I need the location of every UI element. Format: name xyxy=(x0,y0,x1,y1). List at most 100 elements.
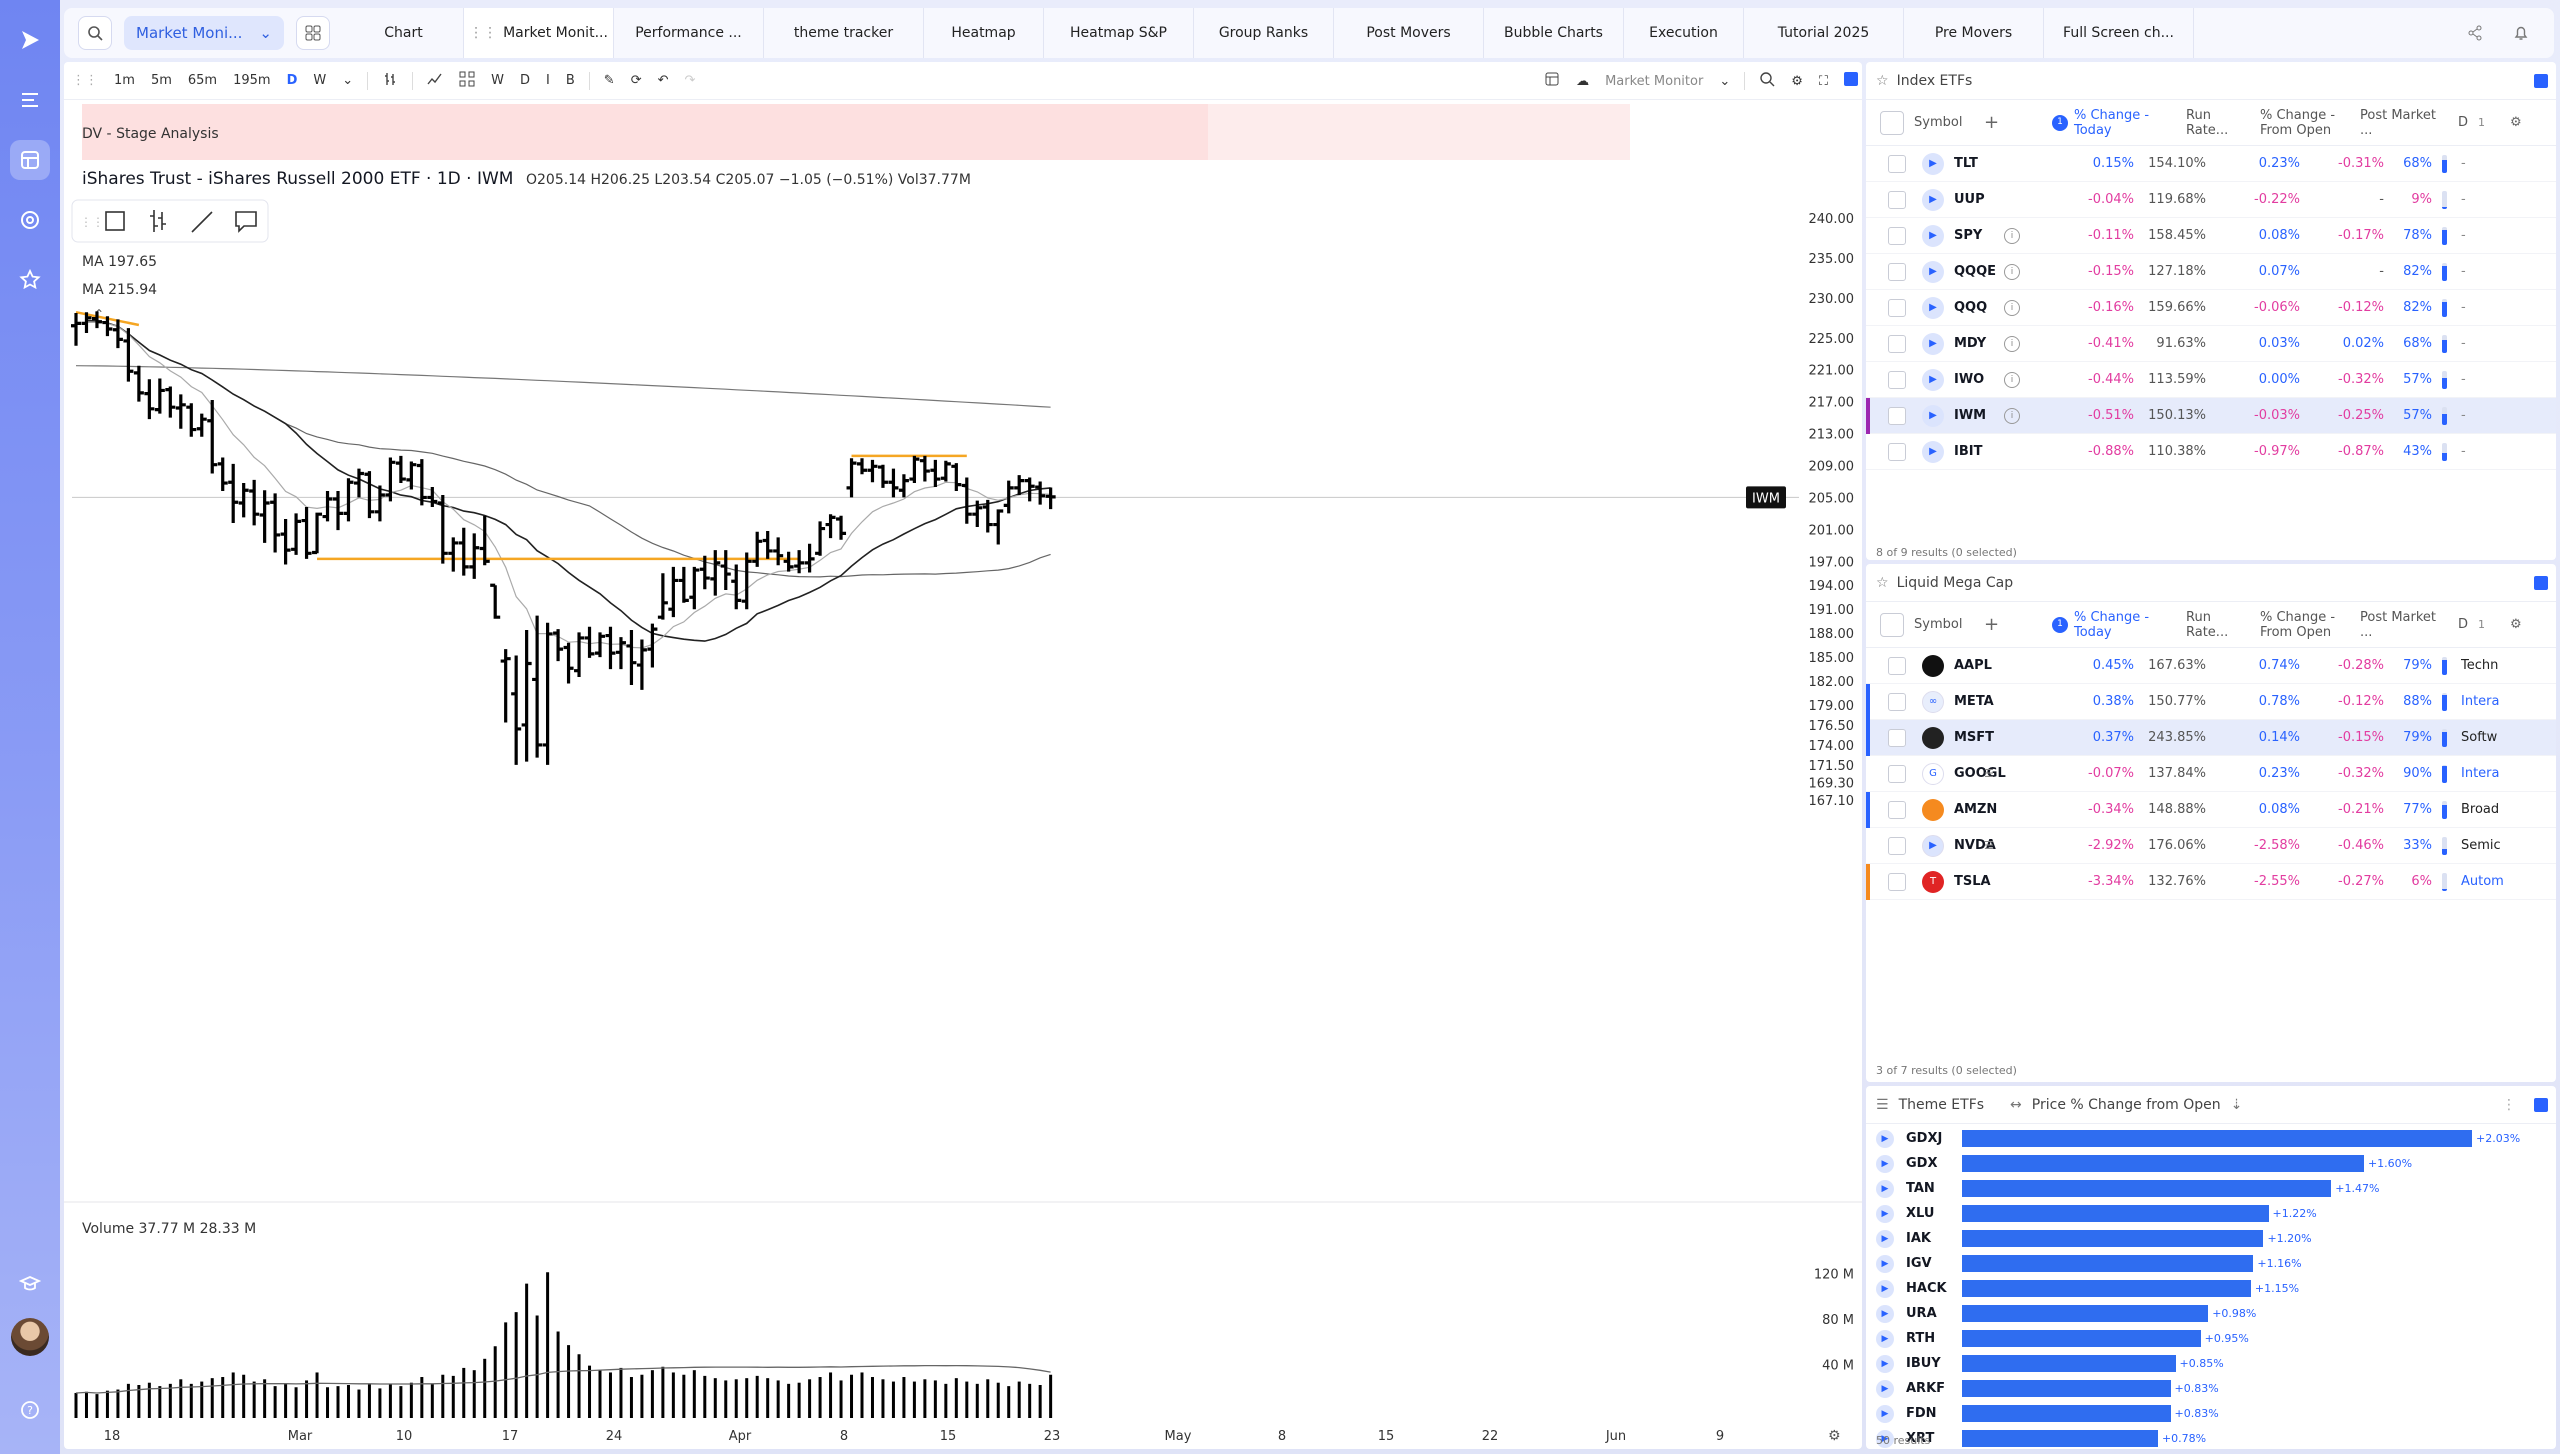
radar-icon[interactable] xyxy=(10,200,50,240)
theme-symbol[interactable]: GDXJ xyxy=(1906,1131,1943,1146)
table-row[interactable]: ▶ QQQE i -0.15% 127.18% 0.07% - 82% - xyxy=(1866,254,2556,290)
play-icon[interactable]: ▶ xyxy=(1922,260,1944,283)
theme-row[interactable]: ▶ IGV +1.16% xyxy=(1866,1251,2556,1276)
col-post-market[interactable]: Post Market ... xyxy=(2360,609,2437,640)
row-checkbox[interactable] xyxy=(1888,728,1906,747)
info-icon[interactable]: i xyxy=(2004,299,2020,316)
row-checkbox[interactable] xyxy=(1888,154,1906,173)
list-icon[interactable]: ☰ xyxy=(1876,1096,1889,1113)
drag-handle-icon[interactable]: ⋮⋮ xyxy=(469,25,498,41)
toolbar-letter-w[interactable]: W xyxy=(491,73,504,88)
select-all-checkbox[interactable] xyxy=(1880,110,1904,135)
row-checkbox[interactable] xyxy=(1888,298,1906,317)
price-chart[interactable]: DV - Stage Analysis iShares Trust - iShar… xyxy=(64,100,1862,1449)
row-symbol[interactable]: MDY xyxy=(1954,336,1987,351)
play-icon[interactable]: ▶ xyxy=(1876,1429,1894,1448)
tab-1[interactable]: ⋮⋮ Market Monit... xyxy=(464,8,614,58)
col-more-icon[interactable]: 1 xyxy=(2478,618,2485,631)
theme-symbol[interactable]: IBUY xyxy=(1906,1356,1941,1371)
tab-10[interactable]: Tutorial 2025 xyxy=(1744,8,1904,58)
row-checkbox[interactable] xyxy=(1888,226,1906,245)
theme-symbol[interactable]: ARKF xyxy=(1906,1381,1946,1396)
table-row[interactable]: ▶ NVDA ☰ -2.92% 176.06% -2.58% -0.46% 33% Semic xyxy=(1866,828,2556,864)
row-symbol[interactable]: AAPL xyxy=(1954,658,1992,673)
layout-name[interactable]: Market Monitor xyxy=(1605,73,1704,89)
table-settings-icon[interactable]: ⚙ xyxy=(2510,617,2522,632)
panel-color-icon[interactable] xyxy=(2534,1098,2548,1112)
theme-row[interactable]: ▶ RTH +0.95% xyxy=(1866,1326,2556,1351)
col-run-rate[interactable]: Run Rate... xyxy=(2186,609,2229,640)
add-column-icon[interactable]: + xyxy=(1984,614,2000,635)
play-icon[interactable]: ▶ xyxy=(1922,296,1944,319)
star-icon[interactable] xyxy=(10,260,50,300)
sort-icon[interactable]: ⇣ xyxy=(2230,1096,2243,1113)
col-more-icon[interactable]: 1 xyxy=(2478,116,2485,129)
panel-color-icon[interactable] xyxy=(1836,72,1862,90)
row-checkbox[interactable] xyxy=(1888,872,1906,891)
play-icon[interactable]: ▶ xyxy=(1876,1254,1894,1273)
info-icon[interactable]: i xyxy=(2004,371,2020,388)
row-checkbox[interactable] xyxy=(1888,190,1906,209)
theme-row[interactable]: ▶ IBUY +0.85% xyxy=(1866,1351,2556,1376)
theme-symbol[interactable]: IGV xyxy=(1906,1256,1932,1271)
row-symbol[interactable]: MSFT xyxy=(1954,730,1995,745)
row-checkbox[interactable] xyxy=(1888,764,1906,783)
theme-row[interactable]: ▶ FDN +0.83% xyxy=(1866,1401,2556,1426)
play-icon[interactable]: ▶ xyxy=(1876,1204,1894,1223)
interval-dropdown-icon[interactable]: ⌄ xyxy=(342,73,354,88)
pencil-icon[interactable]: ✎ xyxy=(603,73,615,88)
graduation-icon[interactable] xyxy=(10,1264,50,1304)
info-icon[interactable]: i xyxy=(2004,227,2020,244)
row-checkbox[interactable] xyxy=(1888,836,1906,855)
templates-icon[interactable] xyxy=(451,71,483,91)
play-icon[interactable]: ▶ xyxy=(1922,152,1944,175)
interval-d[interactable]: D xyxy=(286,73,298,88)
drag-handle-icon[interactable]: ⋮⋮ xyxy=(72,73,98,88)
row-symbol[interactable]: GOOGL xyxy=(1954,766,2006,781)
redo-icon[interactable]: ↷ xyxy=(684,73,696,88)
theme-symbol[interactable]: XRT xyxy=(1906,1431,1935,1446)
share-icon[interactable] xyxy=(2462,20,2488,46)
add-column-icon[interactable]: + xyxy=(1984,112,2000,133)
theme-symbol[interactable]: RTH xyxy=(1906,1331,1936,1346)
row-checkbox[interactable] xyxy=(1888,800,1906,819)
theme-row[interactable]: ▶ XRT +0.78% xyxy=(1866,1426,2556,1449)
tab-12[interactable]: Full Screen ch... xyxy=(2044,8,2194,58)
theme-symbol[interactable]: FDN xyxy=(1906,1406,1937,1421)
layout-icon[interactable] xyxy=(10,140,50,180)
row-symbol[interactable]: UUP xyxy=(1954,192,1985,207)
row-symbol[interactable]: IWM xyxy=(1954,408,1987,423)
theme-row[interactable]: ▶ ARKF +0.83% xyxy=(1866,1376,2556,1401)
theme-symbol[interactable]: URA xyxy=(1906,1306,1937,1321)
table-row[interactable]: ▶ IWO i -0.44% 113.59% 0.00% -0.32% 57% - xyxy=(1866,362,2556,398)
play-icon[interactable]: ▶ xyxy=(1922,404,1944,427)
row-checkbox[interactable] xyxy=(1888,334,1906,353)
theme-metric-label[interactable]: Price % Change from Open xyxy=(2031,1096,2221,1113)
menu-icon[interactable] xyxy=(10,80,50,120)
workspace-select[interactable]: Market Moni... ⌄ xyxy=(124,16,284,50)
play-icon[interactable]: ▶ xyxy=(1922,368,1944,391)
table-row[interactable]: G GOOGL ☰ -0.07% 137.84% 0.23% -0.32% 90% Intera xyxy=(1866,756,2556,792)
play-icon[interactable]: ▶ xyxy=(1876,1229,1894,1248)
tab-11[interactable]: Pre Movers xyxy=(1904,8,2044,58)
toolbar-letter-b[interactable]: B xyxy=(565,73,575,88)
interval-w[interactable]: W xyxy=(313,73,327,88)
gear-icon[interactable]: ⚙ xyxy=(1791,73,1803,89)
table-settings-icon[interactable]: ⚙ xyxy=(2510,115,2522,130)
chart-settings-icon[interactable]: ⚙ xyxy=(1828,1428,1841,1444)
play-icon[interactable]: ▶ xyxy=(1922,332,1944,355)
col-d[interactable]: D xyxy=(2458,617,2469,632)
collapse-legend-icon[interactable]: ⌃ xyxy=(94,307,104,321)
bar-style-icon[interactable] xyxy=(374,71,406,91)
col-change-open[interactable]: % Change - From Open xyxy=(2260,107,2336,138)
row-symbol[interactable]: NVDA xyxy=(1954,838,1996,853)
row-symbol[interactable]: TSLA xyxy=(1954,874,1991,889)
interval-65m[interactable]: 65m xyxy=(187,73,218,88)
info-icon[interactable]: i xyxy=(2004,263,2020,280)
table-row[interactable]: ▶ MDY i -0.41% 91.63% 0.03% 0.02% 68% - xyxy=(1866,326,2556,362)
row-symbol[interactable]: SPY xyxy=(1954,228,1983,243)
star-icon[interactable]: ☆ xyxy=(1876,72,1889,89)
col-change-today[interactable]: % Change - Today xyxy=(2074,107,2150,138)
bell-icon[interactable] xyxy=(2508,20,2534,46)
sort-arrows-icon[interactable]: ↔ xyxy=(2010,1096,2022,1113)
